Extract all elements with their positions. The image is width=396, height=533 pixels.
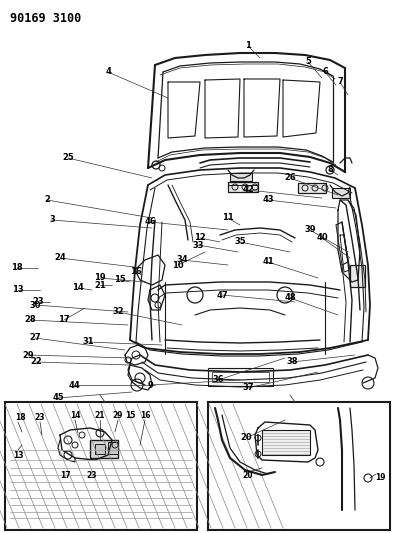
Text: 47: 47 bbox=[216, 290, 228, 300]
Text: 25: 25 bbox=[62, 154, 74, 163]
Text: 23: 23 bbox=[87, 471, 97, 480]
Text: 15: 15 bbox=[125, 410, 135, 419]
Bar bbox=[350, 265, 365, 287]
Text: 9: 9 bbox=[147, 381, 153, 390]
Bar bbox=[262, 430, 310, 455]
Text: 44: 44 bbox=[68, 381, 80, 390]
Bar bbox=[108, 442, 118, 454]
Text: 14: 14 bbox=[70, 410, 80, 419]
Text: 27: 27 bbox=[29, 334, 41, 343]
Text: 43: 43 bbox=[262, 196, 274, 205]
Bar bbox=[230, 173, 252, 181]
Bar bbox=[208, 402, 390, 530]
Text: 26: 26 bbox=[284, 174, 296, 182]
Text: 29: 29 bbox=[22, 351, 34, 359]
Text: 19: 19 bbox=[94, 273, 106, 282]
Text: 2: 2 bbox=[44, 196, 50, 205]
Text: 32: 32 bbox=[112, 308, 124, 317]
Text: 29: 29 bbox=[113, 410, 123, 419]
Text: 19: 19 bbox=[375, 473, 385, 482]
Bar bbox=[332, 188, 350, 198]
Text: 35: 35 bbox=[234, 238, 246, 246]
Text: 28: 28 bbox=[24, 316, 36, 325]
Text: 16: 16 bbox=[140, 410, 150, 419]
Text: 15: 15 bbox=[114, 276, 126, 285]
Bar bbox=[212, 372, 269, 382]
Text: 34: 34 bbox=[176, 255, 188, 264]
Text: 1: 1 bbox=[245, 42, 251, 51]
Text: 46: 46 bbox=[144, 217, 156, 227]
Text: 42: 42 bbox=[242, 185, 254, 195]
Text: 23: 23 bbox=[32, 297, 44, 306]
Text: 11: 11 bbox=[222, 214, 234, 222]
Text: 33: 33 bbox=[192, 240, 204, 249]
Text: 17: 17 bbox=[58, 316, 70, 325]
Text: 45: 45 bbox=[52, 393, 64, 402]
Text: 30: 30 bbox=[29, 301, 41, 310]
Bar bbox=[5, 402, 197, 530]
Text: 7: 7 bbox=[337, 77, 343, 86]
Text: 13: 13 bbox=[13, 450, 23, 459]
Text: 38: 38 bbox=[286, 358, 298, 367]
Bar bbox=[95, 444, 105, 454]
Text: 22: 22 bbox=[30, 358, 42, 367]
Text: 5: 5 bbox=[305, 58, 311, 67]
Text: 90169 3100: 90169 3100 bbox=[10, 12, 81, 25]
Text: 13: 13 bbox=[12, 286, 24, 295]
Text: 24: 24 bbox=[54, 254, 66, 262]
Bar bbox=[298, 183, 326, 193]
Text: 6: 6 bbox=[322, 68, 328, 77]
Text: 41: 41 bbox=[262, 257, 274, 266]
Text: 20: 20 bbox=[240, 433, 252, 442]
Bar bbox=[208, 368, 273, 386]
Text: 37: 37 bbox=[242, 384, 254, 392]
Text: 10: 10 bbox=[172, 261, 184, 270]
Text: 20: 20 bbox=[243, 472, 253, 481]
Text: 21: 21 bbox=[95, 410, 105, 419]
Text: 14: 14 bbox=[72, 284, 84, 293]
Text: 39: 39 bbox=[304, 225, 316, 235]
Text: 17: 17 bbox=[60, 471, 70, 480]
Text: 40: 40 bbox=[316, 233, 328, 243]
Bar bbox=[90, 440, 118, 458]
Text: 3: 3 bbox=[49, 215, 55, 224]
Text: 16: 16 bbox=[130, 268, 142, 277]
Bar bbox=[228, 182, 258, 192]
Text: 12: 12 bbox=[194, 233, 206, 243]
Text: 31: 31 bbox=[82, 337, 94, 346]
Text: 48: 48 bbox=[284, 294, 296, 303]
Text: 21: 21 bbox=[94, 280, 106, 289]
Text: 18: 18 bbox=[15, 414, 25, 423]
Text: 36: 36 bbox=[212, 376, 224, 384]
Text: 23: 23 bbox=[35, 414, 45, 423]
Text: 8: 8 bbox=[327, 166, 333, 174]
Text: 4: 4 bbox=[105, 68, 111, 77]
Text: 18: 18 bbox=[11, 263, 23, 272]
